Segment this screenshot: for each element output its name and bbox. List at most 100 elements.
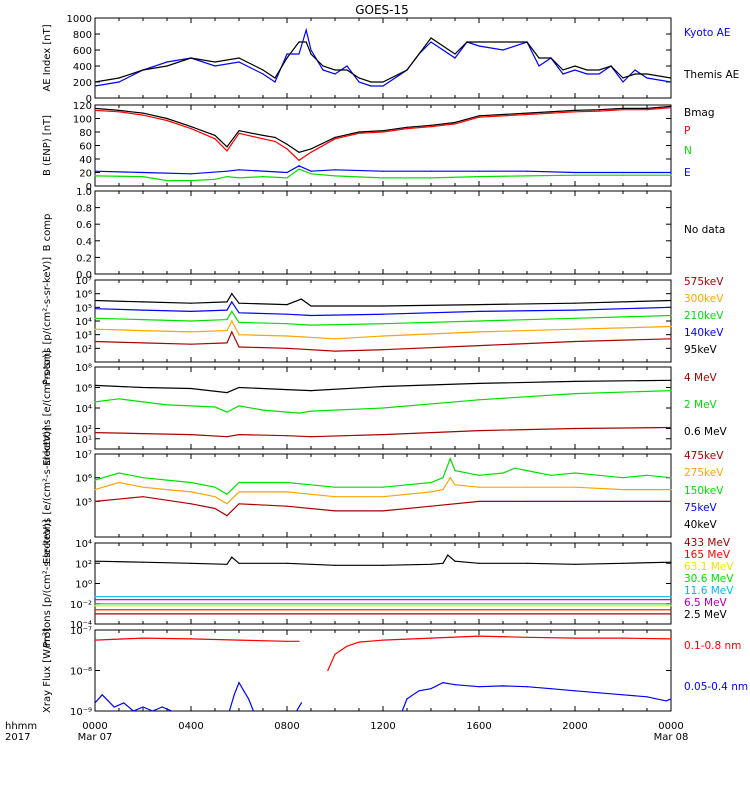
data-point <box>334 338 336 340</box>
data-point <box>670 174 672 176</box>
y-tick-label: 10⁻⁴ <box>70 620 92 631</box>
data-point <box>190 128 192 130</box>
data-point <box>670 596 672 598</box>
data-point <box>610 65 612 67</box>
data-point <box>574 69 576 71</box>
data-point <box>310 314 312 317</box>
data-point <box>430 124 432 126</box>
data-point <box>334 486 336 488</box>
data-point <box>634 73 636 75</box>
legend-entry: 0.05-0.4 nm <box>684 681 748 693</box>
data-point <box>670 613 672 615</box>
data-point <box>454 484 456 486</box>
data-point <box>334 350 336 352</box>
legend-entry: P <box>684 125 690 137</box>
data-point <box>382 639 384 641</box>
data-point <box>152 710 154 712</box>
data-point <box>226 319 228 321</box>
data-point <box>262 176 264 178</box>
data-point <box>142 171 144 174</box>
panel-3: 0.0 0.2 0.4 0.6 0.8 1.0 B comp No data <box>42 187 725 281</box>
y-tick-label: 10¹ <box>75 435 92 446</box>
y-tick-label: 0.8 <box>76 204 92 215</box>
data-point <box>286 435 288 437</box>
data-point <box>238 61 240 63</box>
data-point <box>670 77 672 79</box>
data-point <box>310 53 312 55</box>
data-point <box>478 486 480 488</box>
data-point <box>526 486 528 488</box>
data-point <box>670 314 672 317</box>
data-point <box>430 170 432 172</box>
data-point <box>478 41 480 43</box>
data-point <box>526 112 528 114</box>
data-point <box>190 302 192 304</box>
data-point <box>94 317 96 319</box>
y-axis-label: B comp <box>42 214 53 252</box>
legend-entry: 275keV <box>684 467 724 479</box>
data-point <box>214 61 216 63</box>
data-point <box>418 690 420 692</box>
legend-entry: 6.5 MeV <box>684 597 728 609</box>
data-point <box>478 430 480 432</box>
data-point <box>161 706 163 708</box>
data-point <box>228 710 230 712</box>
data-point <box>670 489 672 491</box>
data-point <box>574 171 576 174</box>
data-point <box>238 312 240 314</box>
y-tick-label: 10⁶ <box>75 384 92 395</box>
legend-entry: Bmag <box>684 107 715 119</box>
data-point <box>142 342 144 344</box>
data-point <box>298 159 300 161</box>
data-point <box>94 401 96 403</box>
data-point <box>382 85 384 87</box>
data-point <box>310 436 312 438</box>
series-line <box>94 637 299 642</box>
figure-title: GOES-15 <box>355 3 409 17</box>
legend-entry: Themis AE <box>683 69 739 81</box>
data-point <box>406 126 408 128</box>
data-point <box>382 305 384 307</box>
data-point <box>430 126 432 128</box>
legend-entry: 11.6 MeV <box>684 585 734 597</box>
data-point <box>238 503 240 505</box>
data-point <box>454 470 456 472</box>
x-row2-label: 2017 <box>5 732 30 743</box>
data-point <box>142 561 144 563</box>
data-point <box>502 49 504 51</box>
data-point <box>262 409 264 411</box>
data-point <box>430 481 432 484</box>
data-point <box>514 467 516 469</box>
data-point <box>334 136 336 138</box>
data-point <box>382 564 384 566</box>
data-point <box>166 180 168 182</box>
data-point <box>310 148 312 150</box>
data-point <box>449 458 451 460</box>
data-point <box>118 398 120 400</box>
data-point <box>622 489 624 491</box>
data-point <box>286 323 288 325</box>
series-line <box>94 300 672 317</box>
data-point <box>430 37 432 39</box>
data-point <box>382 510 384 512</box>
data-point <box>238 169 240 171</box>
legend-entry: 433 MeV <box>684 537 731 549</box>
data-point <box>406 69 408 71</box>
data-point <box>166 119 168 122</box>
data-point <box>665 700 667 702</box>
data-point <box>574 65 576 67</box>
data-point <box>502 685 504 687</box>
data-point <box>574 340 576 343</box>
legend-entry: 40keV <box>684 519 718 531</box>
y-tick-label: 0.0 <box>76 270 92 281</box>
data-point <box>94 384 96 386</box>
data-point <box>382 335 384 337</box>
y-tick-label: 10⁵ <box>75 497 92 508</box>
data-point <box>142 401 144 403</box>
data-point <box>94 308 96 310</box>
series-line <box>94 330 672 352</box>
series-line <box>94 476 671 505</box>
data-point <box>231 556 233 558</box>
